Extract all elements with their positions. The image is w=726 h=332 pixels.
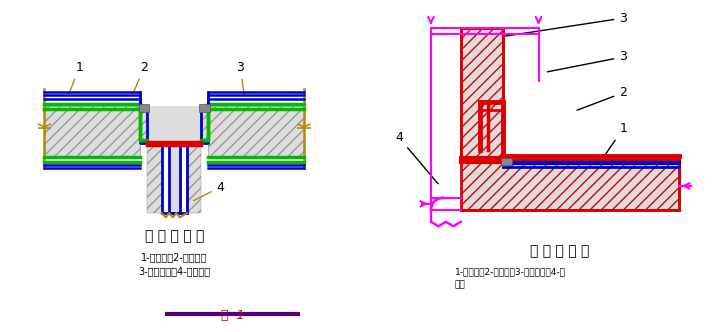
Bar xyxy=(139,104,150,112)
Polygon shape xyxy=(187,143,208,213)
Text: 图  1: 图 1 xyxy=(221,309,244,322)
Text: 3: 3 xyxy=(547,50,627,72)
Text: 4: 4 xyxy=(194,181,224,201)
Bar xyxy=(461,28,502,162)
Text: 2: 2 xyxy=(577,86,627,110)
Text: 竖 式 水 落 口: 竖 式 水 落 口 xyxy=(144,229,204,243)
Bar xyxy=(208,106,304,157)
Polygon shape xyxy=(201,106,208,143)
Text: 1: 1 xyxy=(68,61,83,96)
Polygon shape xyxy=(140,106,147,143)
Text: 1-防水层；2-附加层；
3-密封材料；4-水落口杯: 1-防水层；2-附加层； 3-密封材料；4-水落口杯 xyxy=(138,252,211,276)
Text: 3: 3 xyxy=(505,12,627,36)
Bar xyxy=(44,106,140,157)
Text: 2: 2 xyxy=(133,61,148,94)
Bar xyxy=(461,162,679,210)
Text: 1: 1 xyxy=(605,122,627,154)
Bar xyxy=(501,157,512,165)
Text: 3: 3 xyxy=(237,61,245,96)
Bar xyxy=(199,104,210,112)
Text: 4: 4 xyxy=(395,131,438,184)
Polygon shape xyxy=(140,143,162,213)
Polygon shape xyxy=(147,106,201,213)
Text: 1-防水层；2-附加层；3-密封材料；4-水
落口: 1-防水层；2-附加层；3-密封材料；4-水 落口 xyxy=(455,268,566,289)
Text: 横 式 水 落 口: 横 式 水 落 口 xyxy=(530,245,589,259)
